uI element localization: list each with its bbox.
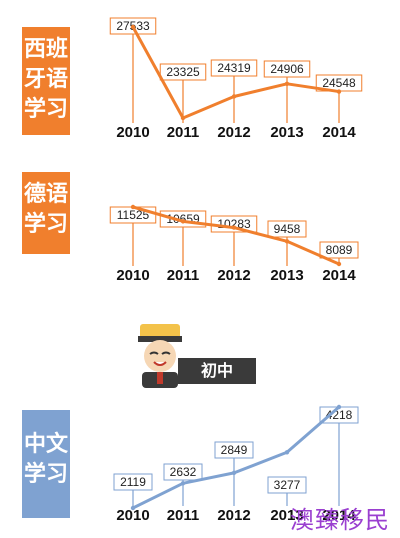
year-tick-label: 2012 — [217, 124, 250, 141]
chart-spanish: 2753320102332520112431920122490620132454… — [109, 17, 363, 141]
label-line: 学习 — [23, 97, 68, 122]
label-line: 西班 — [23, 37, 68, 62]
data-point — [130, 24, 136, 30]
label-line: 学习 — [23, 212, 68, 237]
value-label-box — [319, 241, 359, 259]
year-tick-label: 2013 — [270, 124, 303, 141]
junior-high-badge: 初中 — [130, 322, 260, 388]
year-tick-label: 2012 — [217, 267, 250, 284]
year-tick-label: 2011 — [167, 124, 200, 141]
year-tick-label: 2014 — [322, 507, 356, 524]
section-label-spanish: 西班 牙语 学习 — [22, 27, 70, 135]
label-line: 中文 — [23, 432, 68, 457]
value-label: 23325 — [166, 65, 200, 79]
label-line: 德语 — [23, 182, 68, 207]
data-point — [180, 115, 186, 121]
year-tick-label: 2010 — [116, 124, 149, 141]
section-label-chinese: 中文 学习 — [22, 410, 70, 518]
value-label-box — [263, 60, 311, 78]
badge-text: 初中 — [178, 358, 256, 384]
value-label: 24548 — [322, 76, 356, 90]
data-point — [180, 481, 186, 486]
data-point — [284, 81, 290, 87]
label-line: 学习 — [23, 462, 68, 487]
value-label-box — [113, 473, 153, 491]
year-tick-label: 2010 — [116, 267, 149, 284]
section-label-german: 德语 学习 — [22, 172, 70, 254]
year-tick-label: 2011 — [167, 507, 200, 524]
year-tick-label: 2013 — [270, 507, 303, 524]
value-label: 8089 — [326, 243, 353, 257]
year-tick-label: 2014 — [322, 267, 356, 284]
data-point — [231, 94, 237, 99]
value-label-box — [159, 63, 207, 81]
data-point — [336, 404, 342, 410]
value-label-box — [210, 59, 258, 77]
year-tick-label: 2011 — [167, 267, 200, 284]
value-label-box — [267, 220, 307, 238]
value-label: 3277 — [274, 478, 301, 492]
data-point — [284, 450, 290, 455]
data-point — [231, 470, 237, 476]
value-label: 2849 — [221, 443, 248, 457]
data-point — [130, 204, 136, 210]
data-point — [284, 239, 290, 244]
label-line: 牙语 — [23, 67, 68, 92]
data-point — [180, 219, 186, 224]
data-point — [336, 261, 342, 267]
value-label: 11525 — [117, 208, 150, 222]
value-label-box — [163, 463, 203, 481]
value-label: 2119 — [120, 475, 146, 489]
year-tick-label: 2014 — [322, 124, 356, 141]
year-tick-label: 2012 — [217, 507, 250, 524]
value-label: 24906 — [270, 62, 304, 76]
value-label: 24319 — [217, 61, 251, 75]
data-point — [130, 505, 136, 511]
data-point — [231, 225, 237, 230]
year-tick-label: 2013 — [270, 267, 303, 284]
year-tick-label: 2010 — [116, 507, 149, 524]
value-label-box — [267, 476, 307, 494]
value-label: 2632 — [170, 465, 197, 479]
student-mascot-icon — [138, 324, 182, 388]
value-label: 9458 — [274, 222, 301, 236]
value-label-box — [214, 441, 254, 459]
data-point — [336, 89, 342, 94]
chart-german: 1152520101065920111028320129458201380892… — [109, 204, 359, 284]
watermark: 澳臻移民 — [290, 506, 390, 534]
